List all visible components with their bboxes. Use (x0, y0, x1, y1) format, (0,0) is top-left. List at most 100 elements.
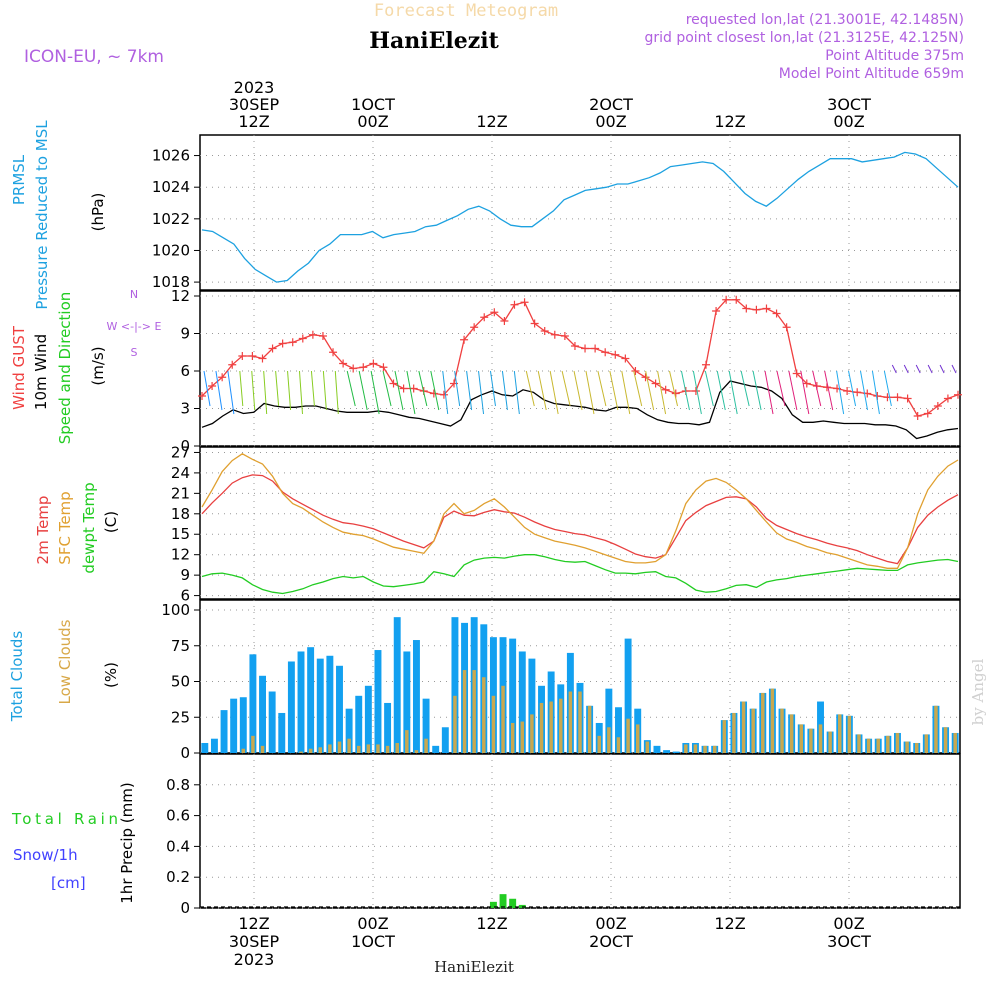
wind-direction-arrow (729, 371, 737, 414)
y-tick-label: 21 (171, 484, 190, 502)
top-time-axis: 202330SEP12Z1OCT00Z 12Z2OCT00Z 12Z3OCT00Z (229, 78, 871, 131)
low-cloud-bar (569, 692, 572, 753)
wind-direction-arrow (419, 371, 427, 406)
y-tick-label: 18 (171, 505, 190, 523)
wind-direction-arrow (940, 365, 944, 373)
low-cloud-bar (492, 696, 495, 753)
panel-frame (200, 447, 960, 599)
wind-direction-arrow (598, 371, 606, 406)
wind-direction-arrow (395, 371, 403, 410)
snow-title: Snow/1h (13, 846, 78, 864)
wind-direction-arrow (490, 371, 495, 406)
footer-location: HaniElezit (434, 958, 514, 976)
wind-direction-arrow (252, 371, 255, 410)
gust-marker (430, 390, 438, 398)
wind-direction-arrow (288, 371, 291, 410)
total-cloud-bar (336, 666, 343, 753)
low-cloud-bar (886, 736, 889, 753)
bottom-day-label: 1OCT (351, 932, 395, 951)
y-tick-label: 27 (171, 443, 190, 461)
low-cloud-bar (607, 727, 610, 753)
top-hour-label: 12Z (238, 112, 269, 131)
low-cloud-bar (357, 746, 360, 753)
low-cloud-bar (896, 733, 899, 753)
y-tick-label: 0 (180, 744, 190, 762)
sfc-title: SFC Temp (56, 491, 74, 564)
total-cloud-bar (259, 676, 266, 753)
bottom-day-label: 3OCT (827, 932, 871, 951)
wind-direction-arrow (479, 371, 484, 414)
wind-direction-arrow (705, 371, 713, 406)
wind-direction-arrow (347, 371, 355, 406)
y-tick-label: 0.2 (166, 868, 190, 886)
low-cloud-bar (347, 739, 350, 753)
total-cloud-bar (413, 640, 420, 753)
wind-direction-arrow (538, 371, 546, 410)
wind-direction-arrow (383, 371, 391, 406)
top-hour-label: 00Z (833, 112, 864, 131)
total-cloud-bar (375, 650, 382, 753)
low-cloud-bar (761, 693, 764, 753)
total-cloud-bar (432, 746, 439, 753)
y-tick-label: 9 (180, 325, 190, 343)
y-tick-label: 1026 (152, 147, 190, 165)
rain-bar (500, 894, 507, 908)
wind-direction-arrow (801, 371, 809, 414)
total-cloud-title: Total Clouds (8, 631, 26, 723)
wind-direction-arrow (765, 371, 773, 414)
wind-direction-arrow (550, 371, 558, 414)
direction-legend-we: W <-|-> E (107, 320, 162, 333)
low-cloud-bar (800, 724, 803, 753)
low-cloud-bar (549, 702, 552, 753)
y-tick-label: 25 (171, 708, 190, 726)
wind-direction-arrow (928, 365, 932, 373)
watermark: by Angel (969, 658, 987, 725)
wind-direction-arrow (276, 371, 279, 406)
y-tick-label: 0.6 (166, 807, 190, 825)
total-cloud-bar (240, 697, 247, 753)
low-cloud-bar (386, 746, 389, 753)
wind-direction-arrow (431, 371, 439, 410)
low-cloud-bar (299, 752, 302, 753)
y-tick-label: 12 (171, 287, 190, 305)
wind-direction-arrow (717, 371, 725, 410)
pressure-title-1: PRMSL (10, 154, 28, 205)
y-tick-label: 3 (180, 400, 190, 418)
top-hour-label: 00Z (595, 112, 626, 131)
gust-marker (611, 351, 619, 359)
total-cloud-bar (298, 651, 305, 753)
low-cloud-bar (405, 730, 408, 753)
bottom-hour-label: 12Z (714, 914, 745, 933)
10m-wind-line (202, 381, 958, 439)
low-cloud-bar (732, 713, 735, 753)
low-cloud-bar (309, 749, 312, 753)
gust-marker (914, 412, 922, 420)
low-cloud-bar (588, 706, 591, 753)
low-cloud-bar (838, 714, 841, 753)
wind-direction-arrow (789, 371, 797, 410)
gust-marker (662, 386, 670, 394)
low-cloud-bar (521, 722, 524, 753)
wind-direction-arrow (299, 371, 302, 414)
bottom-hour-label: 00Z (833, 914, 864, 933)
gust-marker (309, 331, 317, 339)
wind-direction-arrow (658, 371, 666, 414)
low-cloud-bar (723, 720, 726, 753)
low-cloud-bar (242, 749, 245, 753)
bottom-day-label: 30SEP (229, 932, 280, 951)
gust-marker (289, 338, 297, 346)
low-cloud-bar (501, 686, 504, 753)
gust-marker (359, 363, 367, 371)
gust-marker (379, 363, 387, 371)
wind-direction-arrow (825, 371, 833, 410)
top-hour-label: 00Z (357, 112, 388, 131)
wind-direction-arrow (335, 371, 338, 414)
location-title: HaniElezit (369, 28, 499, 54)
grid-point-coords: grid point closest lon,lat (21.3125E, 42… (644, 30, 964, 46)
total-cloud-bar (653, 746, 660, 753)
low-cloud-bar (819, 724, 822, 753)
gust-marker (510, 301, 518, 309)
total-cloud-bar (394, 617, 401, 753)
low-cloud-bar (424, 739, 427, 753)
bottom-hour-label: 12Z (238, 914, 269, 933)
